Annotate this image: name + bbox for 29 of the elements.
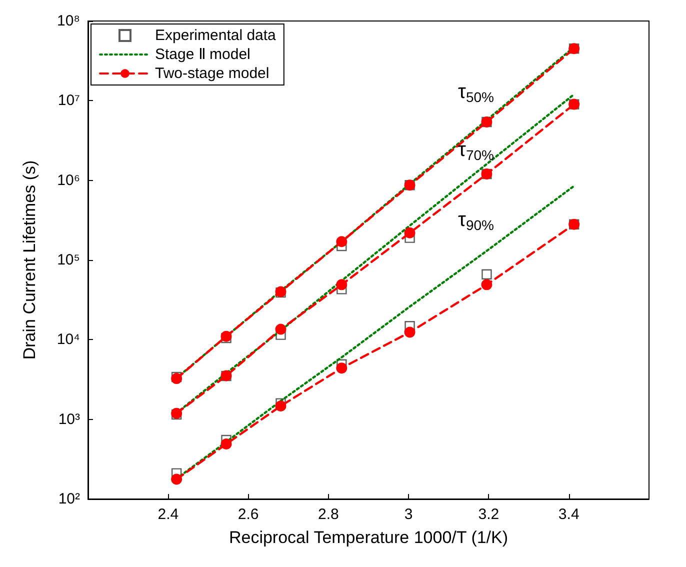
y-tick-label: 10⁵ <box>57 252 80 268</box>
y-tick-label: 10³ <box>58 410 80 428</box>
point <box>336 279 348 290</box>
point <box>336 236 348 248</box>
x-tick-label: 3.4 <box>558 506 580 523</box>
x-tick-label: 3 <box>404 506 413 523</box>
point <box>220 438 232 450</box>
legend-label: Stage Ⅱ model <box>155 46 250 63</box>
point <box>482 269 492 280</box>
y-tick-label: 10² <box>58 490 80 508</box>
point <box>336 362 348 374</box>
point <box>171 474 182 485</box>
x-tick-label: 2.4 <box>158 506 179 523</box>
x-tick-label: 3.2 <box>478 506 500 523</box>
point <box>481 279 492 290</box>
y-tick-label: 10⁸ <box>56 12 80 30</box>
y-tick-label: 10⁶ <box>57 172 80 189</box>
point <box>275 400 286 412</box>
y-axis-title: Drain Current Lifetimes (s) <box>20 160 39 360</box>
x-tick-label: 2.6 <box>238 506 259 523</box>
x-axis-title: Reciprocal Temperature 1000/T (1/K) <box>228 528 508 547</box>
point <box>275 324 286 335</box>
y-tick-label: 10⁴ <box>56 331 80 348</box>
legend-label: Experimental data <box>155 27 277 44</box>
x-tick-label: 2.8 <box>318 506 339 523</box>
y-tick-label: 10⁷ <box>58 92 80 110</box>
point <box>404 227 416 238</box>
legend-label: Two-stage model <box>155 65 270 82</box>
point <box>404 326 416 338</box>
